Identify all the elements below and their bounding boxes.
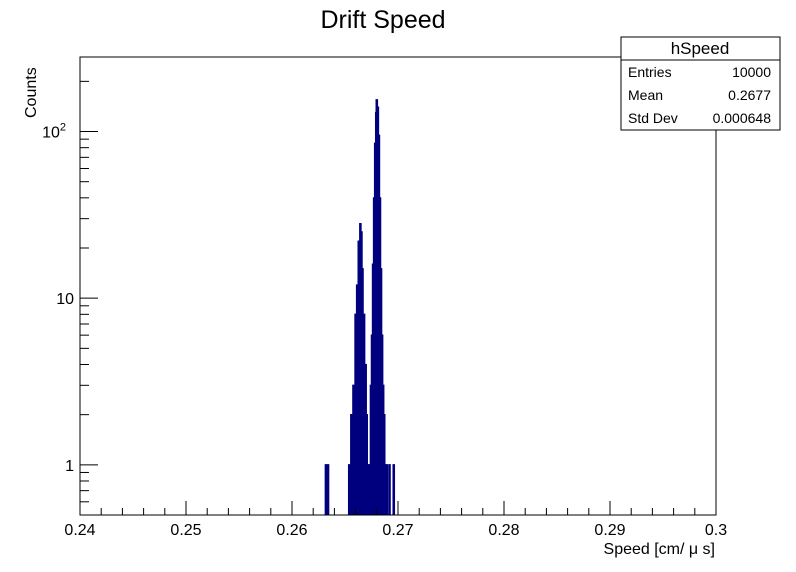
x-axis-title: Speed [cm/ μ s] <box>604 541 715 558</box>
x-axis-ticks: 0.24 0.25 0.26 0.27 0.28 0.29 0.3 <box>64 501 727 539</box>
y-tick-label: 1 <box>65 458 74 475</box>
plot-frame <box>79 56 717 516</box>
x-tick-label: 0.24 <box>64 522 95 539</box>
histogram-bin <box>350 414 353 515</box>
y-axis-title: Counts <box>23 67 40 118</box>
stats-entries-label: Entries <box>628 64 672 80</box>
stats-box: hSpeed Entries 10000 Mean 0.2677 Std Dev… <box>620 36 781 131</box>
x-tick-label: 0.28 <box>488 522 519 539</box>
histogram-bars <box>324 99 396 515</box>
histogram-bin <box>388 464 391 515</box>
x-tick-label: 0.25 <box>170 522 201 539</box>
histogram-bin <box>352 384 355 515</box>
x-tick-label: 0.29 <box>594 522 625 539</box>
histogram-bin <box>385 464 389 515</box>
histogram-bin <box>324 464 328 515</box>
stats-entries-value: 10000 <box>732 64 771 80</box>
histogram-bin <box>392 464 396 515</box>
x-tick-label: 0.27 <box>382 522 413 539</box>
histogram-bin <box>347 464 351 515</box>
y-tick-label: 10 <box>56 291 74 308</box>
histogram-bin <box>326 464 330 515</box>
stats-mean-value: 0.2677 <box>728 87 771 103</box>
chart-title: Drift Speed <box>320 6 445 34</box>
stats-mean-label: Mean <box>628 87 663 103</box>
stats-stddev-label: Std Dev <box>628 110 678 126</box>
x-tick-label: 0.26 <box>276 522 307 539</box>
y-tick-label: 102 <box>42 122 66 142</box>
stats-stddev-value: 0.000648 <box>713 110 772 126</box>
y-axis-ticks: 1 10 102 <box>42 80 98 516</box>
x-tick-label: 0.3 <box>705 522 727 539</box>
stats-box-title: hSpeed <box>671 39 730 58</box>
